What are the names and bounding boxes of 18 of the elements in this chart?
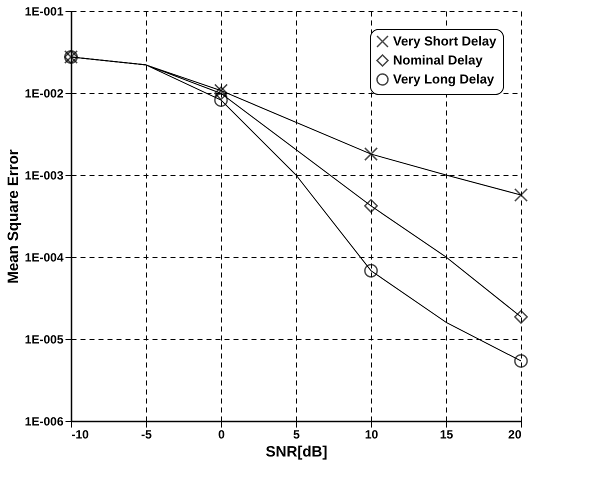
x-axis-title: SNR[dB] (266, 444, 328, 460)
x-tick-label: 20 (508, 428, 522, 442)
y-tick-label: 1E-004 (24, 250, 64, 264)
x-tick-label: 0 (218, 428, 226, 442)
y-tick-label: 1E-003 (24, 168, 64, 182)
legend-label: Very Long Delay (393, 72, 495, 86)
y-tick-label: 1E-001 (24, 4, 64, 18)
x-tick-label: 5 (293, 428, 300, 442)
y-tick-label: 1E-002 (24, 86, 64, 100)
x-tick-label: -10 (72, 428, 90, 442)
legend-label: Nominal Delay (393, 52, 484, 68)
y-axis-title: Mean Square Error (4, 149, 22, 284)
legend-label: Very Short Delay (393, 34, 498, 48)
x-tick-label: 15 (440, 428, 454, 442)
y-tick-label: 1E-005 (24, 332, 64, 346)
x-tick-label: -5 (141, 428, 152, 442)
y-tick-label: 1E-006 (24, 414, 64, 428)
x-tick-label: 10 (364, 428, 378, 442)
